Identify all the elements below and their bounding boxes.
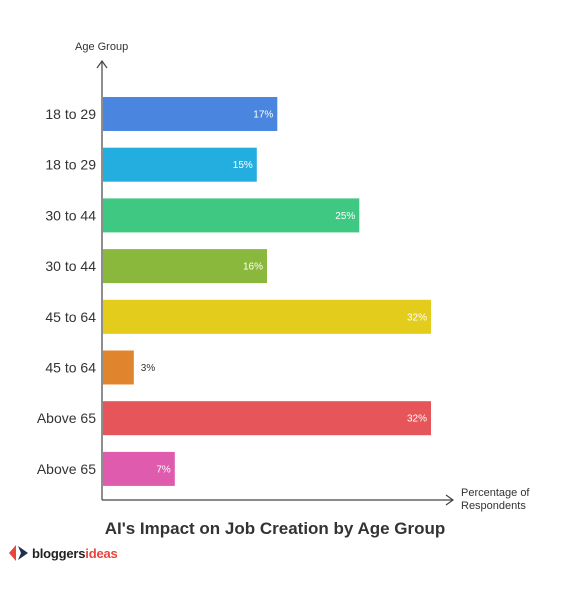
- bar: [103, 299, 431, 334]
- bar: [103, 451, 175, 486]
- value-label: 32%: [407, 312, 427, 323]
- brand-logo: bloggersideas: [6, 541, 118, 565]
- value-label: 3%: [141, 363, 156, 374]
- value-label: 15%: [233, 160, 253, 171]
- bar: [103, 198, 360, 233]
- category-label: 30 to 44: [45, 207, 96, 223]
- category-label: 18 to 29: [45, 157, 96, 173]
- value-labels-group: 17% 15% 25% 16% 32% 3% 32% 7%: [141, 110, 427, 476]
- x-axis-arrow: [445, 494, 455, 506]
- value-label: 16%: [243, 262, 263, 273]
- category-label: 18 to 29: [45, 106, 96, 122]
- brand-name: bloggersideas: [32, 546, 118, 561]
- value-label: 17%: [253, 110, 273, 121]
- x-axis-title-line-2: Respondents: [461, 500, 526, 512]
- bar: [103, 350, 134, 385]
- bar: [103, 97, 278, 131]
- category-label: Above 65: [37, 410, 96, 426]
- chart-title: AI's Impact on Job Creation by Age Group: [104, 519, 446, 538]
- bar-chart: 18 to 29 18 to 29 30 to 44 30 to 44 45 to 64…: [37, 41, 533, 512]
- category-label: 45 to 64: [45, 309, 96, 325]
- category-label: Above 65: [37, 461, 96, 477]
- category-labels-group: 18 to 29 18 to 29 30 to 44 30 to 44 45 to 64…: [37, 106, 96, 477]
- category-label: 30 to 44: [45, 258, 96, 274]
- bars-group: [103, 97, 431, 486]
- brand-name-part-1: bloggers: [32, 545, 86, 561]
- category-label: 45 to 64: [45, 360, 96, 376]
- bar: [103, 401, 431, 436]
- brand-name-part-2: ideas: [85, 545, 118, 561]
- y-axis-title: Age Group: [75, 41, 128, 53]
- bar: [103, 249, 267, 284]
- bloggersideas-logo-icon: [9, 545, 28, 561]
- bar: [103, 147, 257, 182]
- y-axis-arrow: [96, 59, 108, 69]
- value-label: 25%: [335, 211, 355, 222]
- x-axis-title: Percentage of Respondents: [461, 487, 533, 512]
- value-label: 32%: [407, 414, 427, 425]
- x-axis-title-line-1: Percentage of: [461, 487, 530, 499]
- value-label: 7%: [156, 464, 171, 475]
